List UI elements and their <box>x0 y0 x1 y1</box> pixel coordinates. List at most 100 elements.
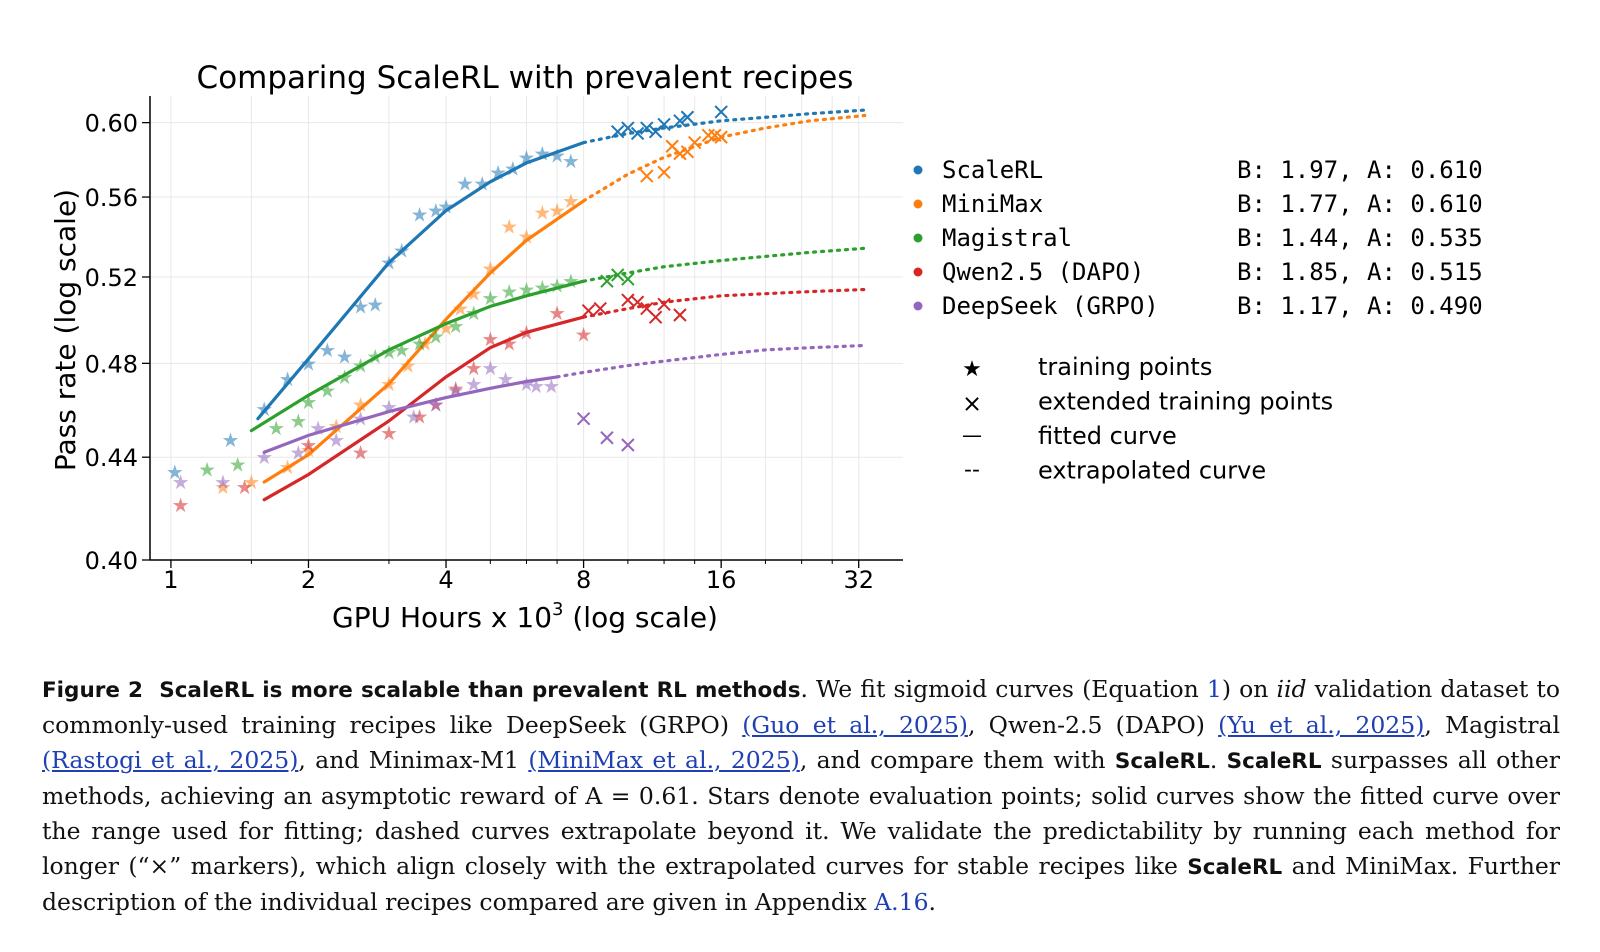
magistral-training-point: ★ <box>318 379 336 403</box>
scalerl-training-point: ★ <box>336 345 354 369</box>
scalerl-legend-marker <box>913 165 923 175</box>
qwen2-5-dapo-extended-point <box>673 308 687 322</box>
qwen2-5-dapo-extended-point <box>657 297 671 312</box>
deepseek-grpo-fitted-curve <box>262 375 559 454</box>
magistral-training-point: ★ <box>548 273 566 297</box>
caption-heading: ScaleRL is more scalable than prevalent … <box>159 678 801 703</box>
deepseek-grpo-training-point: ★ <box>172 470 190 494</box>
x-axis-label-sup: 3 <box>552 599 563 620</box>
minimax-training-point: ★ <box>533 201 551 225</box>
x-tick-label: 4 <box>438 566 453 594</box>
magistral-training-point: ★ <box>393 338 411 362</box>
deepseek-grpo-extended-point <box>576 411 591 426</box>
marker-legend-label: extrapolated curve <box>1038 457 1266 485</box>
qwen2-5-dapo-extrapolated-curve <box>582 287 867 319</box>
appendix-link[interactable]: A.16 <box>874 888 929 916</box>
x-tick-label: 16 <box>706 566 737 594</box>
y-axis-label: Pass rate (log scale) <box>49 189 82 471</box>
qwen2-5-dapo-extended-point <box>593 301 607 316</box>
caption-scalerl-a: ScaleRL <box>1114 749 1210 774</box>
deepseek-grpo-extended-point <box>600 431 614 445</box>
legend: ScaleRL B: 1.97, A: 0.610 MiniMax B: 1.77, … <box>913 156 1483 320</box>
deepseek-grpo-extrapolated-curve <box>555 343 867 379</box>
plot-area: ★★★★★★ ★★★★★★★★★ ★★★★★★★★ ★★★★★★★★★★★★★ ★★★★… <box>166 105 867 517</box>
x-tick-label: 2 <box>301 566 316 594</box>
axes: 1 2 4 8 16 32 0.40 0.44 0.48 0.52 0.56 0.60 <box>85 96 903 594</box>
deepseek-grpo-legend-marker <box>913 301 923 311</box>
deepseek-grpo-training-point: ★ <box>405 404 423 428</box>
citation-minimax-link[interactable]: (MiniMax et al., 2025) <box>528 746 800 774</box>
x-tick-label: 8 <box>576 566 591 594</box>
citation-yu-link[interactable]: (Yu et al., 2025) <box>1218 711 1425 739</box>
scalerl-training-point: ★ <box>300 351 318 375</box>
scalerl-fitted-curve <box>256 141 586 421</box>
deepseek-grpo-legend-label: DeepSeek (GRPO) <box>942 292 1159 320</box>
equation-link[interactable]: 1 <box>1206 675 1222 703</box>
scalerl-extrapolated-curve <box>582 108 867 145</box>
scalerl-extended-point <box>640 121 654 135</box>
magistral-training-point: ★ <box>289 409 307 433</box>
star-icon: ★ <box>962 357 982 382</box>
magistral-training-point: ★ <box>229 453 247 477</box>
qwen2-5-dapo-training-point: ★ <box>380 421 398 445</box>
magistral-legend-label: Magistral <box>942 224 1072 252</box>
solid-line-icon: — <box>962 423 982 447</box>
x-axis-label-main: GPU Hours x 10 <box>332 601 552 634</box>
caption-text-6: , and Minimax-M1 <box>298 746 529 774</box>
y-tick-label: 0.56 <box>85 184 138 212</box>
minimax-legend-params: B: 1.77, A: 0.610 <box>1237 190 1483 218</box>
caption-label: Figure 2 <box>42 678 144 703</box>
caption-text-3: validation dataset to commonly-used trai… <box>42 675 1560 739</box>
caption-scalerl-c: ScaleRL <box>1187 855 1283 880</box>
marker-legend-label: training points <box>1038 353 1212 381</box>
magistral-training-point: ★ <box>500 280 518 304</box>
qwen2-5-dapo-legend-label: Qwen2.5 (DAPO) <box>942 258 1144 286</box>
deepseek-grpo-training-point: ★ <box>327 428 345 452</box>
deepseek-grpo-training-point: ★ <box>380 395 398 419</box>
scalerl-training-point: ★ <box>221 428 239 452</box>
y-tick-label: 0.60 <box>85 110 138 138</box>
magistral-extrapolated-curve <box>582 246 867 283</box>
chart-title: Comparing ScaleRL with prevalent recipes <box>197 60 854 96</box>
scalerl-training-point: ★ <box>366 292 384 316</box>
scalerl-extended-point <box>673 114 687 128</box>
caption-text-9: surpasses all other methods, achieving a… <box>42 746 1561 880</box>
x-tick-label: 32 <box>843 566 874 594</box>
marker-legend-label: extended training points <box>1038 388 1333 416</box>
scalerl-training-point: ★ <box>518 145 536 169</box>
citation-rastogi-link[interactable]: (Rastogi et al., 2025) <box>42 746 299 774</box>
caption-iid: iid <box>1276 675 1307 703</box>
magistral-training-point: ★ <box>198 458 216 482</box>
marker-legend: ★ training points × extended training point… <box>962 353 1333 485</box>
minimax-extended-point <box>640 169 654 183</box>
cross-icon: × <box>962 390 982 418</box>
qwen2-5-dapo-training-point: ★ <box>411 404 429 428</box>
minimax-legend-marker <box>913 199 923 209</box>
minimax-legend-label: MiniMax <box>942 190 1043 218</box>
scalerl-legend-params: B: 1.97, A: 0.610 <box>1237 156 1483 184</box>
deepseek-grpo-extended-point <box>621 438 635 452</box>
minimax-training-point: ★ <box>352 393 370 417</box>
x-tick-label: 1 <box>163 566 178 594</box>
scalerl-training-point: ★ <box>456 172 474 196</box>
deepseek-grpo-training-point: ★ <box>518 372 536 396</box>
scalerl-extended-point <box>714 105 728 119</box>
minimax-extrapolated-curve <box>582 113 867 203</box>
scalerl-training-point: ★ <box>279 367 297 391</box>
caption-text-2: ) on <box>1221 675 1277 703</box>
deepseek-grpo-training-point: ★ <box>427 393 445 417</box>
caption-text-1: . We fit sigmoid curves (Equation <box>800 675 1207 703</box>
caption-scalerl-b: ScaleRL <box>1226 749 1322 774</box>
qwen2-5-dapo-training-point: ★ <box>172 493 190 517</box>
qwen2-5-dapo-training-point: ★ <box>236 475 254 499</box>
deepseek-grpo-training-point: ★ <box>481 356 499 380</box>
minimax-training-point: ★ <box>481 257 499 281</box>
chart: Comparing ScaleRL with prevalent recipes… <box>49 60 1483 634</box>
citation-guo-link[interactable]: (Guo et al., 2025) <box>742 711 968 739</box>
caption-text-11: . <box>928 888 937 916</box>
y-tick-label: 0.40 <box>85 547 138 575</box>
scalerl-training-point: ★ <box>166 460 184 484</box>
caption-text-5: , Magistral <box>1424 711 1560 739</box>
scalerl-extended-point <box>657 117 671 132</box>
qwen2-5-dapo-training-point: ★ <box>300 433 318 457</box>
